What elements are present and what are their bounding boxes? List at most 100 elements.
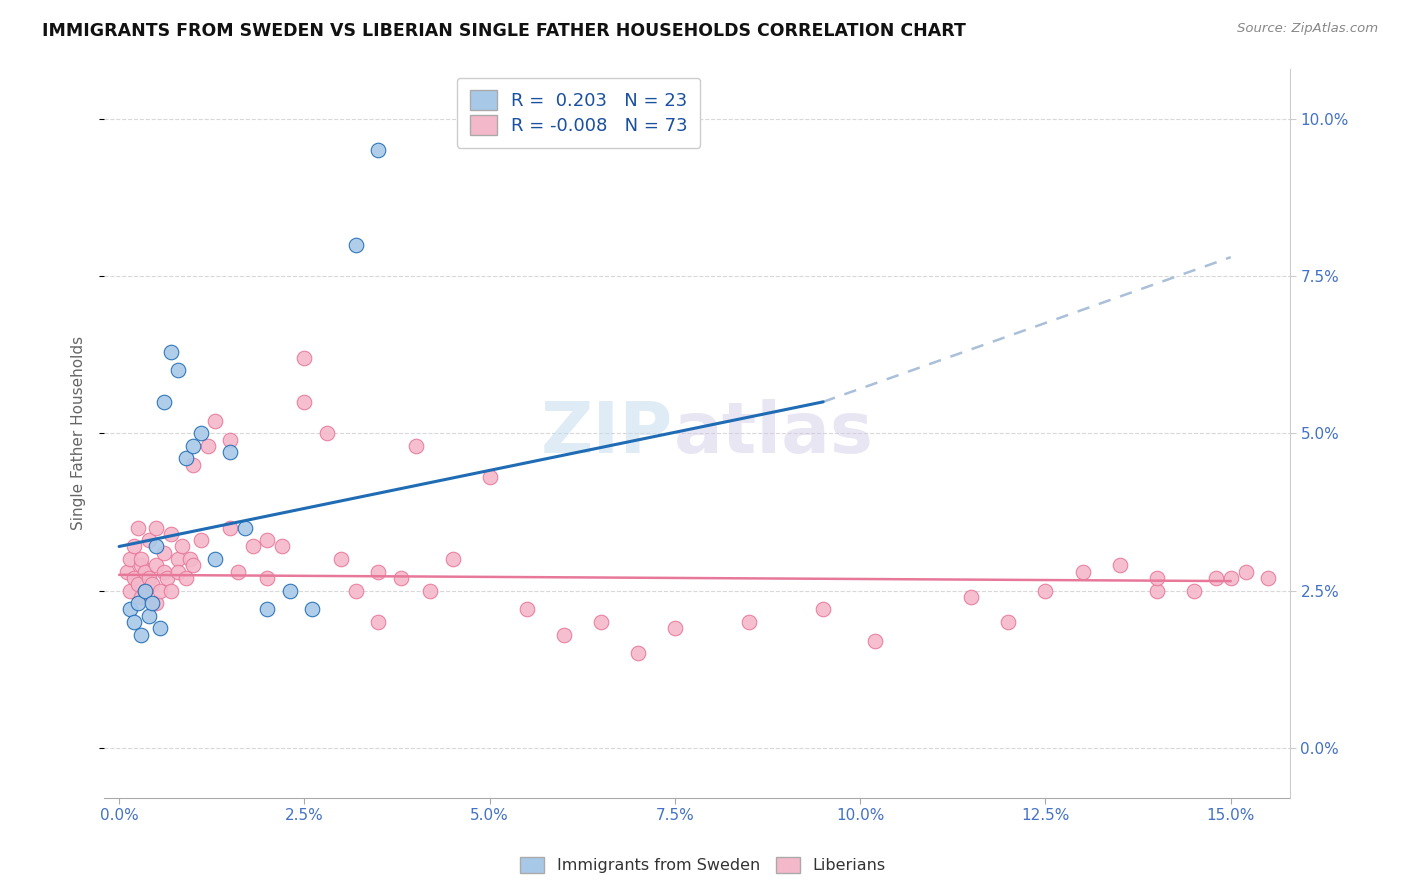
Point xyxy=(127,596,149,610)
Point xyxy=(160,527,183,541)
Point xyxy=(738,615,761,629)
Point xyxy=(120,583,142,598)
Point xyxy=(233,521,256,535)
Point xyxy=(122,615,145,629)
Point xyxy=(278,583,301,598)
Point xyxy=(145,540,167,554)
Point xyxy=(131,558,153,573)
Point xyxy=(664,621,686,635)
Point xyxy=(152,565,174,579)
Legend: Immigrants from Sweden, Liberians: Immigrants from Sweden, Liberians xyxy=(513,850,893,880)
Point xyxy=(367,565,389,579)
Point xyxy=(301,602,323,616)
Point xyxy=(478,470,501,484)
Point xyxy=(190,533,212,548)
Point xyxy=(160,583,183,598)
Point xyxy=(419,583,441,598)
Point xyxy=(149,583,172,598)
Point xyxy=(167,363,190,377)
Point xyxy=(1182,583,1205,598)
Y-axis label: Single Father Households: Single Father Households xyxy=(72,336,86,531)
Point xyxy=(242,540,264,554)
Point xyxy=(256,533,278,548)
Point xyxy=(152,394,174,409)
Text: atlas: atlas xyxy=(673,399,873,467)
Point xyxy=(167,565,190,579)
Point xyxy=(120,552,142,566)
Point xyxy=(627,647,650,661)
Point xyxy=(138,571,160,585)
Point xyxy=(863,633,886,648)
Point xyxy=(330,552,353,566)
Point xyxy=(134,583,156,598)
Point xyxy=(256,571,278,585)
Point xyxy=(1205,571,1227,585)
Point xyxy=(204,414,226,428)
Point xyxy=(145,596,167,610)
Point xyxy=(1219,571,1241,585)
Point xyxy=(219,521,242,535)
Point xyxy=(138,533,160,548)
Point xyxy=(960,590,983,604)
Point xyxy=(131,552,153,566)
Point xyxy=(367,143,389,157)
Point xyxy=(1257,571,1279,585)
Point xyxy=(389,571,412,585)
Point xyxy=(127,577,149,591)
Point xyxy=(152,546,174,560)
Point xyxy=(141,577,163,591)
Point xyxy=(134,583,156,598)
Point xyxy=(141,596,163,610)
Point xyxy=(292,394,315,409)
Point xyxy=(219,445,242,459)
Point xyxy=(122,571,145,585)
Point xyxy=(226,565,249,579)
Point xyxy=(405,439,427,453)
Point xyxy=(145,521,167,535)
Point xyxy=(138,608,160,623)
Point xyxy=(122,540,145,554)
Point xyxy=(181,558,204,573)
Point xyxy=(589,615,612,629)
Point xyxy=(172,540,194,554)
Point xyxy=(344,237,367,252)
Point xyxy=(127,521,149,535)
Point xyxy=(131,590,153,604)
Point xyxy=(344,583,367,598)
Point xyxy=(134,565,156,579)
Legend: R =  0.203   N = 23, R = -0.008   N = 73: R = 0.203 N = 23, R = -0.008 N = 73 xyxy=(457,78,700,148)
Point xyxy=(181,439,204,453)
Point xyxy=(174,571,197,585)
Point xyxy=(156,571,179,585)
Point xyxy=(197,439,219,453)
Point xyxy=(149,621,172,635)
Point xyxy=(167,552,190,566)
Point xyxy=(1108,558,1130,573)
Point xyxy=(179,552,201,566)
Text: IMMIGRANTS FROM SWEDEN VS LIBERIAN SINGLE FATHER HOUSEHOLDS CORRELATION CHART: IMMIGRANTS FROM SWEDEN VS LIBERIAN SINGL… xyxy=(42,22,966,40)
Point xyxy=(115,565,138,579)
Point xyxy=(811,602,834,616)
Point xyxy=(1146,583,1168,598)
Point xyxy=(145,558,167,573)
Point xyxy=(441,552,464,566)
Point xyxy=(292,351,315,365)
Point xyxy=(256,602,278,616)
Point xyxy=(271,540,294,554)
Point xyxy=(131,627,153,641)
Point xyxy=(181,458,204,472)
Point xyxy=(553,627,575,641)
Point xyxy=(1146,571,1168,585)
Point xyxy=(516,602,538,616)
Point xyxy=(204,552,226,566)
Text: Source: ZipAtlas.com: Source: ZipAtlas.com xyxy=(1237,22,1378,36)
Point xyxy=(367,615,389,629)
Point xyxy=(997,615,1019,629)
Point xyxy=(190,426,212,441)
Point xyxy=(160,344,183,359)
Point xyxy=(120,602,142,616)
Point xyxy=(1035,583,1057,598)
Point xyxy=(174,451,197,466)
Point xyxy=(1071,565,1094,579)
Text: ZIP: ZIP xyxy=(541,399,673,467)
